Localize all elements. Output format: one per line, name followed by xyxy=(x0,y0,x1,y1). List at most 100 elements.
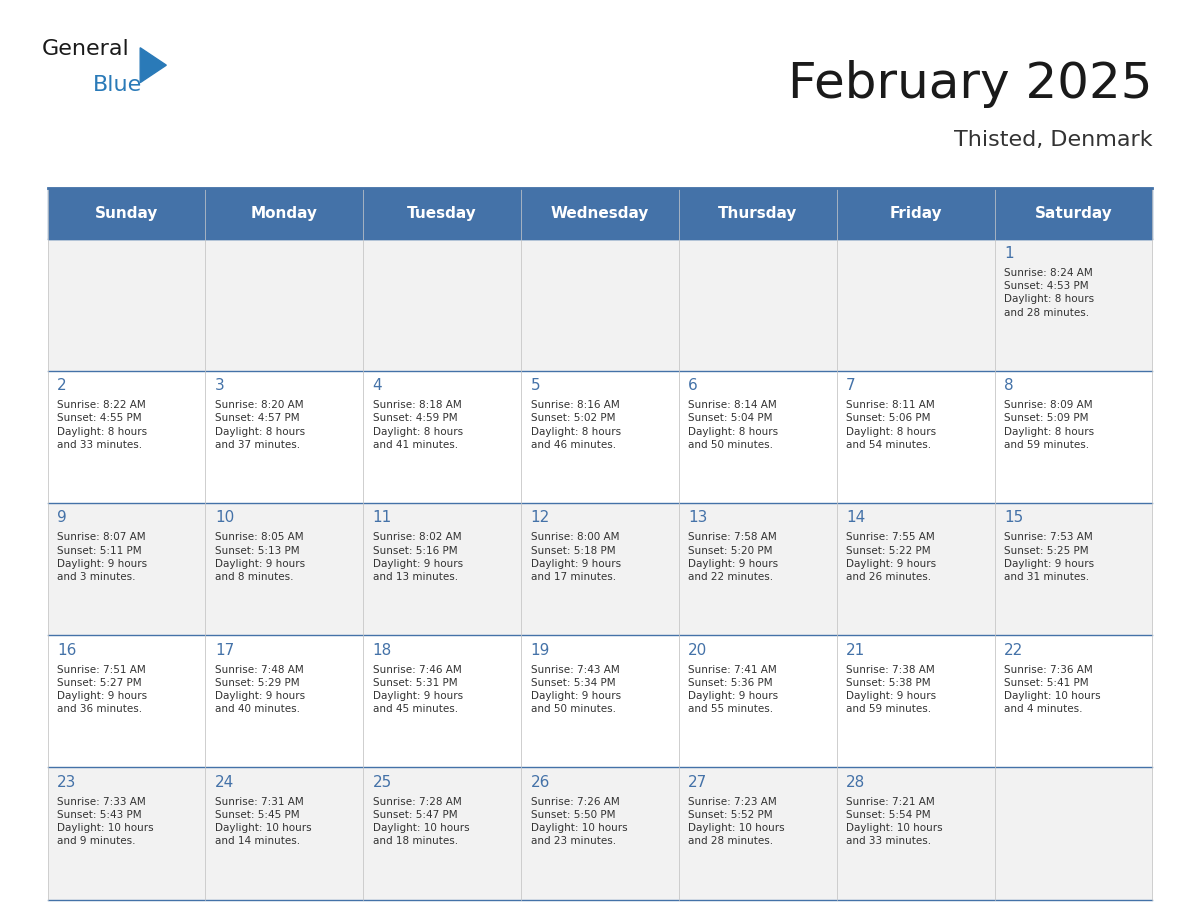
Text: Sunrise: 7:41 AM
Sunset: 5:36 PM
Daylight: 9 hours
and 55 minutes.: Sunrise: 7:41 AM Sunset: 5:36 PM Dayligh… xyxy=(688,665,778,714)
Bar xyxy=(364,239,522,371)
Text: 7: 7 xyxy=(846,378,855,393)
Bar xyxy=(48,188,1152,239)
Text: 5: 5 xyxy=(531,378,541,393)
Text: Sunrise: 7:23 AM
Sunset: 5:52 PM
Daylight: 10 hours
and 28 minutes.: Sunrise: 7:23 AM Sunset: 5:52 PM Dayligh… xyxy=(688,797,785,846)
Text: Saturday: Saturday xyxy=(1035,206,1112,221)
Bar xyxy=(48,239,206,371)
Text: Sunrise: 8:05 AM
Sunset: 5:13 PM
Daylight: 9 hours
and 8 minutes.: Sunrise: 8:05 AM Sunset: 5:13 PM Dayligh… xyxy=(215,532,305,582)
Text: Monday: Monday xyxy=(251,206,317,221)
Bar xyxy=(522,503,678,635)
Text: General: General xyxy=(42,39,129,59)
Bar xyxy=(994,371,1152,503)
Text: Thursday: Thursday xyxy=(718,206,797,221)
Text: 15: 15 xyxy=(1004,510,1023,525)
Text: 23: 23 xyxy=(57,775,76,789)
Text: 22: 22 xyxy=(1004,643,1023,657)
Text: Sunrise: 7:55 AM
Sunset: 5:22 PM
Daylight: 9 hours
and 26 minutes.: Sunrise: 7:55 AM Sunset: 5:22 PM Dayligh… xyxy=(846,532,936,582)
Text: Sunrise: 8:07 AM
Sunset: 5:11 PM
Daylight: 9 hours
and 3 minutes.: Sunrise: 8:07 AM Sunset: 5:11 PM Dayligh… xyxy=(57,532,147,582)
Text: 28: 28 xyxy=(846,775,865,789)
Text: Sunrise: 8:18 AM
Sunset: 4:59 PM
Daylight: 8 hours
and 41 minutes.: Sunrise: 8:18 AM Sunset: 4:59 PM Dayligh… xyxy=(373,400,463,450)
Bar xyxy=(206,371,364,503)
Bar xyxy=(678,371,836,503)
Bar xyxy=(678,635,836,767)
Text: 14: 14 xyxy=(846,510,865,525)
Text: Sunday: Sunday xyxy=(95,206,158,221)
Bar xyxy=(836,635,994,767)
Text: 27: 27 xyxy=(688,775,708,789)
Text: 12: 12 xyxy=(531,510,550,525)
Text: 26: 26 xyxy=(531,775,550,789)
Text: 10: 10 xyxy=(215,510,234,525)
Text: 21: 21 xyxy=(846,643,865,657)
Text: 24: 24 xyxy=(215,775,234,789)
Text: 3: 3 xyxy=(215,378,225,393)
Bar xyxy=(678,503,836,635)
Text: 9: 9 xyxy=(57,510,67,525)
Text: 20: 20 xyxy=(688,643,708,657)
Text: February 2025: February 2025 xyxy=(788,60,1152,107)
Text: Sunrise: 7:51 AM
Sunset: 5:27 PM
Daylight: 9 hours
and 36 minutes.: Sunrise: 7:51 AM Sunset: 5:27 PM Dayligh… xyxy=(57,665,147,714)
Polygon shape xyxy=(140,48,166,83)
Bar xyxy=(364,767,522,900)
Text: Sunrise: 7:48 AM
Sunset: 5:29 PM
Daylight: 9 hours
and 40 minutes.: Sunrise: 7:48 AM Sunset: 5:29 PM Dayligh… xyxy=(215,665,305,714)
Text: Sunrise: 8:20 AM
Sunset: 4:57 PM
Daylight: 8 hours
and 37 minutes.: Sunrise: 8:20 AM Sunset: 4:57 PM Dayligh… xyxy=(215,400,305,450)
Text: 18: 18 xyxy=(373,643,392,657)
Text: Sunrise: 7:33 AM
Sunset: 5:43 PM
Daylight: 10 hours
and 9 minutes.: Sunrise: 7:33 AM Sunset: 5:43 PM Dayligh… xyxy=(57,797,153,846)
Text: Sunrise: 8:09 AM
Sunset: 5:09 PM
Daylight: 8 hours
and 59 minutes.: Sunrise: 8:09 AM Sunset: 5:09 PM Dayligh… xyxy=(1004,400,1094,450)
Text: Sunrise: 7:46 AM
Sunset: 5:31 PM
Daylight: 9 hours
and 45 minutes.: Sunrise: 7:46 AM Sunset: 5:31 PM Dayligh… xyxy=(373,665,463,714)
Bar xyxy=(522,635,678,767)
Text: Sunrise: 7:26 AM
Sunset: 5:50 PM
Daylight: 10 hours
and 23 minutes.: Sunrise: 7:26 AM Sunset: 5:50 PM Dayligh… xyxy=(531,797,627,846)
Text: Sunrise: 8:14 AM
Sunset: 5:04 PM
Daylight: 8 hours
and 50 minutes.: Sunrise: 8:14 AM Sunset: 5:04 PM Dayligh… xyxy=(688,400,778,450)
Text: Sunrise: 7:53 AM
Sunset: 5:25 PM
Daylight: 9 hours
and 31 minutes.: Sunrise: 7:53 AM Sunset: 5:25 PM Dayligh… xyxy=(1004,532,1094,582)
Text: 19: 19 xyxy=(531,643,550,657)
Text: Sunrise: 8:22 AM
Sunset: 4:55 PM
Daylight: 8 hours
and 33 minutes.: Sunrise: 8:22 AM Sunset: 4:55 PM Dayligh… xyxy=(57,400,147,450)
Text: 11: 11 xyxy=(373,510,392,525)
Text: Sunrise: 7:28 AM
Sunset: 5:47 PM
Daylight: 10 hours
and 18 minutes.: Sunrise: 7:28 AM Sunset: 5:47 PM Dayligh… xyxy=(373,797,469,846)
Bar xyxy=(678,767,836,900)
Text: Tuesday: Tuesday xyxy=(407,206,476,221)
Text: Sunrise: 8:24 AM
Sunset: 4:53 PM
Daylight: 8 hours
and 28 minutes.: Sunrise: 8:24 AM Sunset: 4:53 PM Dayligh… xyxy=(1004,268,1094,318)
Bar xyxy=(206,767,364,900)
Bar xyxy=(364,635,522,767)
Text: 4: 4 xyxy=(373,378,383,393)
Text: Sunrise: 7:36 AM
Sunset: 5:41 PM
Daylight: 10 hours
and 4 minutes.: Sunrise: 7:36 AM Sunset: 5:41 PM Dayligh… xyxy=(1004,665,1100,714)
Bar xyxy=(522,371,678,503)
Text: 13: 13 xyxy=(688,510,708,525)
Bar xyxy=(522,239,678,371)
Bar xyxy=(836,239,994,371)
Text: Sunrise: 8:00 AM
Sunset: 5:18 PM
Daylight: 9 hours
and 17 minutes.: Sunrise: 8:00 AM Sunset: 5:18 PM Dayligh… xyxy=(531,532,620,582)
Text: Sunrise: 7:38 AM
Sunset: 5:38 PM
Daylight: 9 hours
and 59 minutes.: Sunrise: 7:38 AM Sunset: 5:38 PM Dayligh… xyxy=(846,665,936,714)
Text: 1: 1 xyxy=(1004,246,1013,261)
Text: Sunrise: 7:21 AM
Sunset: 5:54 PM
Daylight: 10 hours
and 33 minutes.: Sunrise: 7:21 AM Sunset: 5:54 PM Dayligh… xyxy=(846,797,943,846)
Bar xyxy=(994,239,1152,371)
Bar xyxy=(836,371,994,503)
Text: 6: 6 xyxy=(688,378,699,393)
Text: 25: 25 xyxy=(373,775,392,789)
Bar xyxy=(994,767,1152,900)
Text: 17: 17 xyxy=(215,643,234,657)
Bar xyxy=(836,767,994,900)
Bar xyxy=(364,503,522,635)
Bar xyxy=(48,503,206,635)
Text: Sunrise: 7:43 AM
Sunset: 5:34 PM
Daylight: 9 hours
and 50 minutes.: Sunrise: 7:43 AM Sunset: 5:34 PM Dayligh… xyxy=(531,665,620,714)
Bar xyxy=(678,239,836,371)
Text: Friday: Friday xyxy=(890,206,942,221)
Bar xyxy=(522,767,678,900)
Text: Wednesday: Wednesday xyxy=(551,206,649,221)
Bar xyxy=(206,239,364,371)
Bar xyxy=(836,503,994,635)
Bar xyxy=(364,371,522,503)
Text: 2: 2 xyxy=(57,378,67,393)
Text: Sunrise: 8:02 AM
Sunset: 5:16 PM
Daylight: 9 hours
and 13 minutes.: Sunrise: 8:02 AM Sunset: 5:16 PM Dayligh… xyxy=(373,532,463,582)
Bar xyxy=(994,503,1152,635)
Bar xyxy=(48,767,206,900)
Bar xyxy=(206,635,364,767)
Text: Sunrise: 7:31 AM
Sunset: 5:45 PM
Daylight: 10 hours
and 14 minutes.: Sunrise: 7:31 AM Sunset: 5:45 PM Dayligh… xyxy=(215,797,311,846)
Text: Thisted, Denmark: Thisted, Denmark xyxy=(954,130,1152,151)
Bar xyxy=(48,635,206,767)
Text: Sunrise: 8:11 AM
Sunset: 5:06 PM
Daylight: 8 hours
and 54 minutes.: Sunrise: 8:11 AM Sunset: 5:06 PM Dayligh… xyxy=(846,400,936,450)
Text: 8: 8 xyxy=(1004,378,1013,393)
Bar xyxy=(48,371,206,503)
Text: Blue: Blue xyxy=(93,75,141,95)
Text: Sunrise: 8:16 AM
Sunset: 5:02 PM
Daylight: 8 hours
and 46 minutes.: Sunrise: 8:16 AM Sunset: 5:02 PM Dayligh… xyxy=(531,400,620,450)
